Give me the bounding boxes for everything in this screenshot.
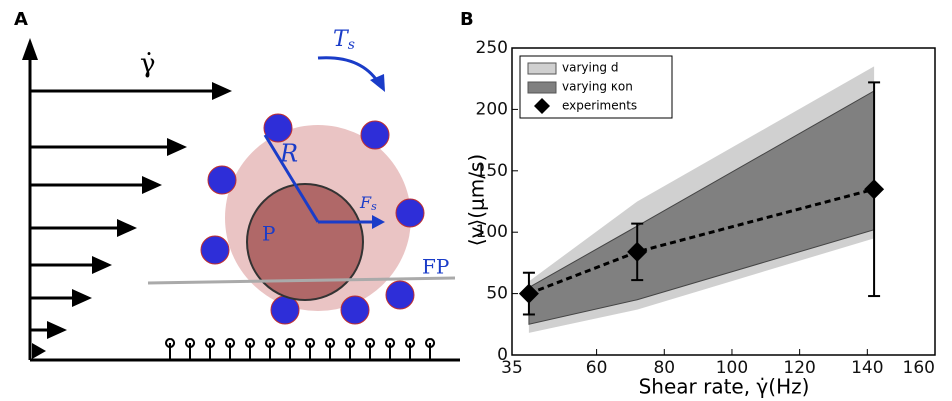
arrow-head — [372, 215, 385, 229]
torque-symbol: T — [333, 27, 350, 52]
ligands — [200, 113, 425, 325]
x-tick-label: 120 — [783, 358, 815, 378]
force-subscript: s — [371, 200, 377, 213]
legend-swatch — [534, 98, 550, 114]
legend: varying d varying κon experiments — [519, 55, 673, 119]
legend-label: experiments — [562, 99, 637, 113]
shear-label: γ̇ — [140, 49, 156, 79]
x-tick-label: 140 — [851, 358, 883, 378]
marker — [864, 179, 885, 200]
y-tick-label: 250 — [476, 38, 508, 58]
y-axis-label: ⟨v⟩(μm/s) — [465, 154, 489, 246]
y-tick-label: 50 — [486, 284, 508, 304]
particle-label: P — [262, 222, 275, 246]
flow-arrows — [30, 89, 215, 332]
x-axis-label: Shear rate, γ̇(Hz) — [639, 375, 810, 399]
legend-swatch — [527, 62, 557, 75]
x-tick-label: 100 — [716, 358, 748, 378]
y-tick-label: 100 — [476, 222, 508, 242]
diagram: A γ̇ Ts R Fs P FP — [14, 9, 460, 362]
plot-frame — [511, 47, 936, 356]
marker — [518, 283, 539, 304]
plane-label: FP — [422, 255, 449, 279]
y-tick-label: 0 — [497, 345, 508, 365]
y-tick-label: 200 — [476, 99, 508, 119]
panel-label: A — [14, 9, 28, 30]
particle — [246, 183, 364, 301]
marker — [627, 241, 648, 262]
radius-label: R — [279, 140, 298, 168]
legend-swatch — [527, 81, 557, 94]
x-tick-label: 160 — [903, 358, 935, 378]
focal-plane — [147, 276, 456, 285]
torque-arrow — [317, 56, 380, 83]
arrow-head — [370, 74, 385, 92]
legend-label: varying d — [562, 61, 618, 75]
receptors — [165, 338, 436, 360]
chart: B Shear rate, γ̇(Hz) ⟨v⟩(μm/s) 0 50 100 150… — [460, 9, 936, 399]
x-tick-label: 35 — [501, 358, 523, 378]
torque-label: Ts — [333, 27, 355, 53]
arrow-head — [22, 38, 38, 60]
y-tick-label: 150 — [476, 161, 508, 181]
legend-label: varying κon — [562, 80, 633, 94]
arrow-heads — [32, 82, 232, 359]
panel-label: B — [460, 9, 474, 30]
force-label: Fs — [359, 193, 377, 214]
torque-subscript: s — [348, 37, 355, 53]
x-tick-label: 80 — [653, 358, 675, 378]
force-symbol: F — [359, 193, 372, 212]
radius — [263, 134, 320, 223]
x-tick-label: 60 — [586, 358, 608, 378]
